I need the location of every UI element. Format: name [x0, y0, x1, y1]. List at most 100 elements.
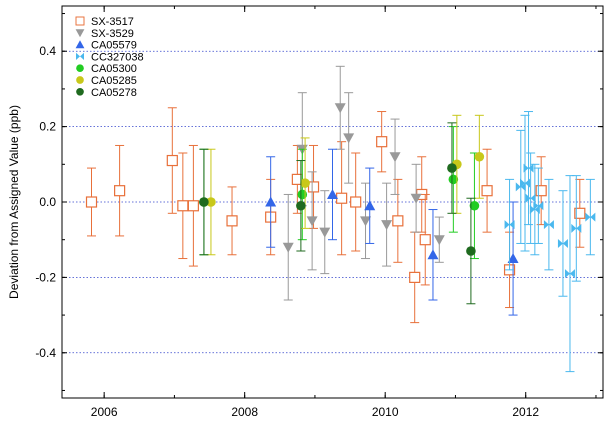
data-point — [433, 235, 445, 246]
data-point — [381, 220, 393, 231]
data-point — [114, 185, 126, 197]
data-point-right — [576, 223, 582, 233]
data-point — [306, 216, 318, 227]
series-cc327038 — [504, 111, 596, 373]
legend-marker — [75, 29, 85, 38]
legend-item: SX-3529 — [75, 28, 134, 40]
data-point — [474, 151, 485, 162]
data-point — [300, 178, 310, 188]
x-tick-label: 2008 — [231, 405, 258, 419]
y-tick-label: -0.2 — [35, 270, 56, 284]
legend-item: SX-3517 — [75, 16, 134, 28]
data-point — [507, 253, 519, 264]
data-point — [529, 205, 535, 215]
data-point — [85, 196, 98, 208]
data-point — [448, 174, 459, 185]
data-point — [469, 200, 480, 211]
data-point — [515, 182, 521, 192]
legend-marker-group — [76, 52, 84, 60]
data-point — [392, 215, 404, 227]
data-point — [389, 152, 401, 163]
data-point — [557, 238, 563, 248]
data-point — [410, 193, 422, 204]
axes: -0.4 -0.2 0.0 0.2 0.4 2006 2008 2010 2012 — [35, 6, 603, 419]
legend-label: CA05300 — [91, 63, 137, 75]
data-point — [187, 200, 199, 212]
series-ca05278 — [199, 122, 476, 305]
series-sx-3517 — [85, 107, 586, 324]
data-point — [297, 189, 308, 200]
legend-item: CA05278 — [76, 87, 137, 99]
data-point — [296, 200, 306, 211]
legend-label: CA05579 — [91, 40, 137, 52]
legend-label: SX-3517 — [91, 16, 134, 28]
legend-marker-group — [75, 40, 85, 49]
data-point — [409, 271, 421, 283]
legend-item: CA05579 — [75, 40, 137, 52]
data-point — [282, 242, 294, 253]
legend-marker — [75, 40, 85, 49]
data-point — [523, 163, 529, 173]
data-point — [166, 154, 178, 167]
data-point-right — [548, 220, 554, 230]
x-tick-label: 2006 — [91, 405, 118, 419]
data-point — [334, 103, 346, 114]
legend-marker-group — [76, 87, 84, 96]
data-point — [376, 136, 388, 148]
y-tick-label: 0.2 — [39, 120, 56, 134]
data-point — [543, 220, 549, 230]
data-point — [520, 178, 526, 188]
legend-marker — [76, 87, 84, 96]
legend-item: CC327038 — [76, 51, 144, 63]
data-point — [571, 223, 577, 233]
data-point — [481, 185, 493, 197]
data-point-right — [569, 269, 575, 279]
legend-marker — [76, 52, 80, 60]
legend-marker-group — [75, 16, 85, 26]
data-point-right — [509, 220, 515, 230]
data-point — [585, 212, 591, 222]
data-point — [466, 246, 476, 256]
data-point — [177, 200, 189, 212]
data-point — [319, 227, 331, 238]
legend: SX-3517SX-3529CA05579CC327038CA05300CA05… — [75, 16, 144, 99]
legend-label: CC327038 — [91, 51, 144, 63]
data-point — [307, 181, 320, 193]
data-point — [327, 188, 338, 199]
data-point — [533, 201, 539, 211]
data-point — [350, 196, 362, 208]
y-axis-title: Deviation from Assigned Value (ppb) — [7, 105, 21, 299]
data-series — [85, 65, 596, 373]
data-point — [265, 196, 277, 207]
legend-item: CA05285 — [76, 75, 137, 87]
x-tick-label: 2012 — [512, 405, 539, 419]
legend-marker-group — [76, 76, 84, 84]
y-tick-label: -0.4 — [35, 346, 56, 360]
legend-marker-group — [75, 29, 85, 38]
series-ca05579 — [265, 148, 519, 316]
legend-marker-group — [76, 64, 84, 73]
data-point — [226, 215, 238, 227]
data-point — [525, 193, 531, 203]
legend-label: CA05285 — [91, 75, 137, 87]
data-point-right — [562, 238, 568, 248]
legend-marker — [75, 16, 85, 26]
data-point — [199, 197, 209, 207]
legend-item: CA05300 — [76, 63, 137, 75]
data-point — [206, 197, 216, 207]
x-tick-label: 2010 — [372, 405, 399, 419]
legend-marker — [76, 76, 84, 84]
data-point — [427, 249, 439, 260]
data-point — [364, 200, 376, 211]
data-point-right — [538, 201, 544, 211]
legend-label: CA05278 — [91, 87, 137, 99]
legend-marker-right — [80, 52, 84, 60]
data-point — [535, 185, 547, 197]
legend-marker — [76, 64, 84, 73]
data-point — [360, 216, 372, 227]
data-point — [419, 234, 431, 246]
data-point — [336, 192, 348, 204]
data-point — [343, 133, 355, 144]
legend-label: SX-3529 — [91, 28, 134, 40]
